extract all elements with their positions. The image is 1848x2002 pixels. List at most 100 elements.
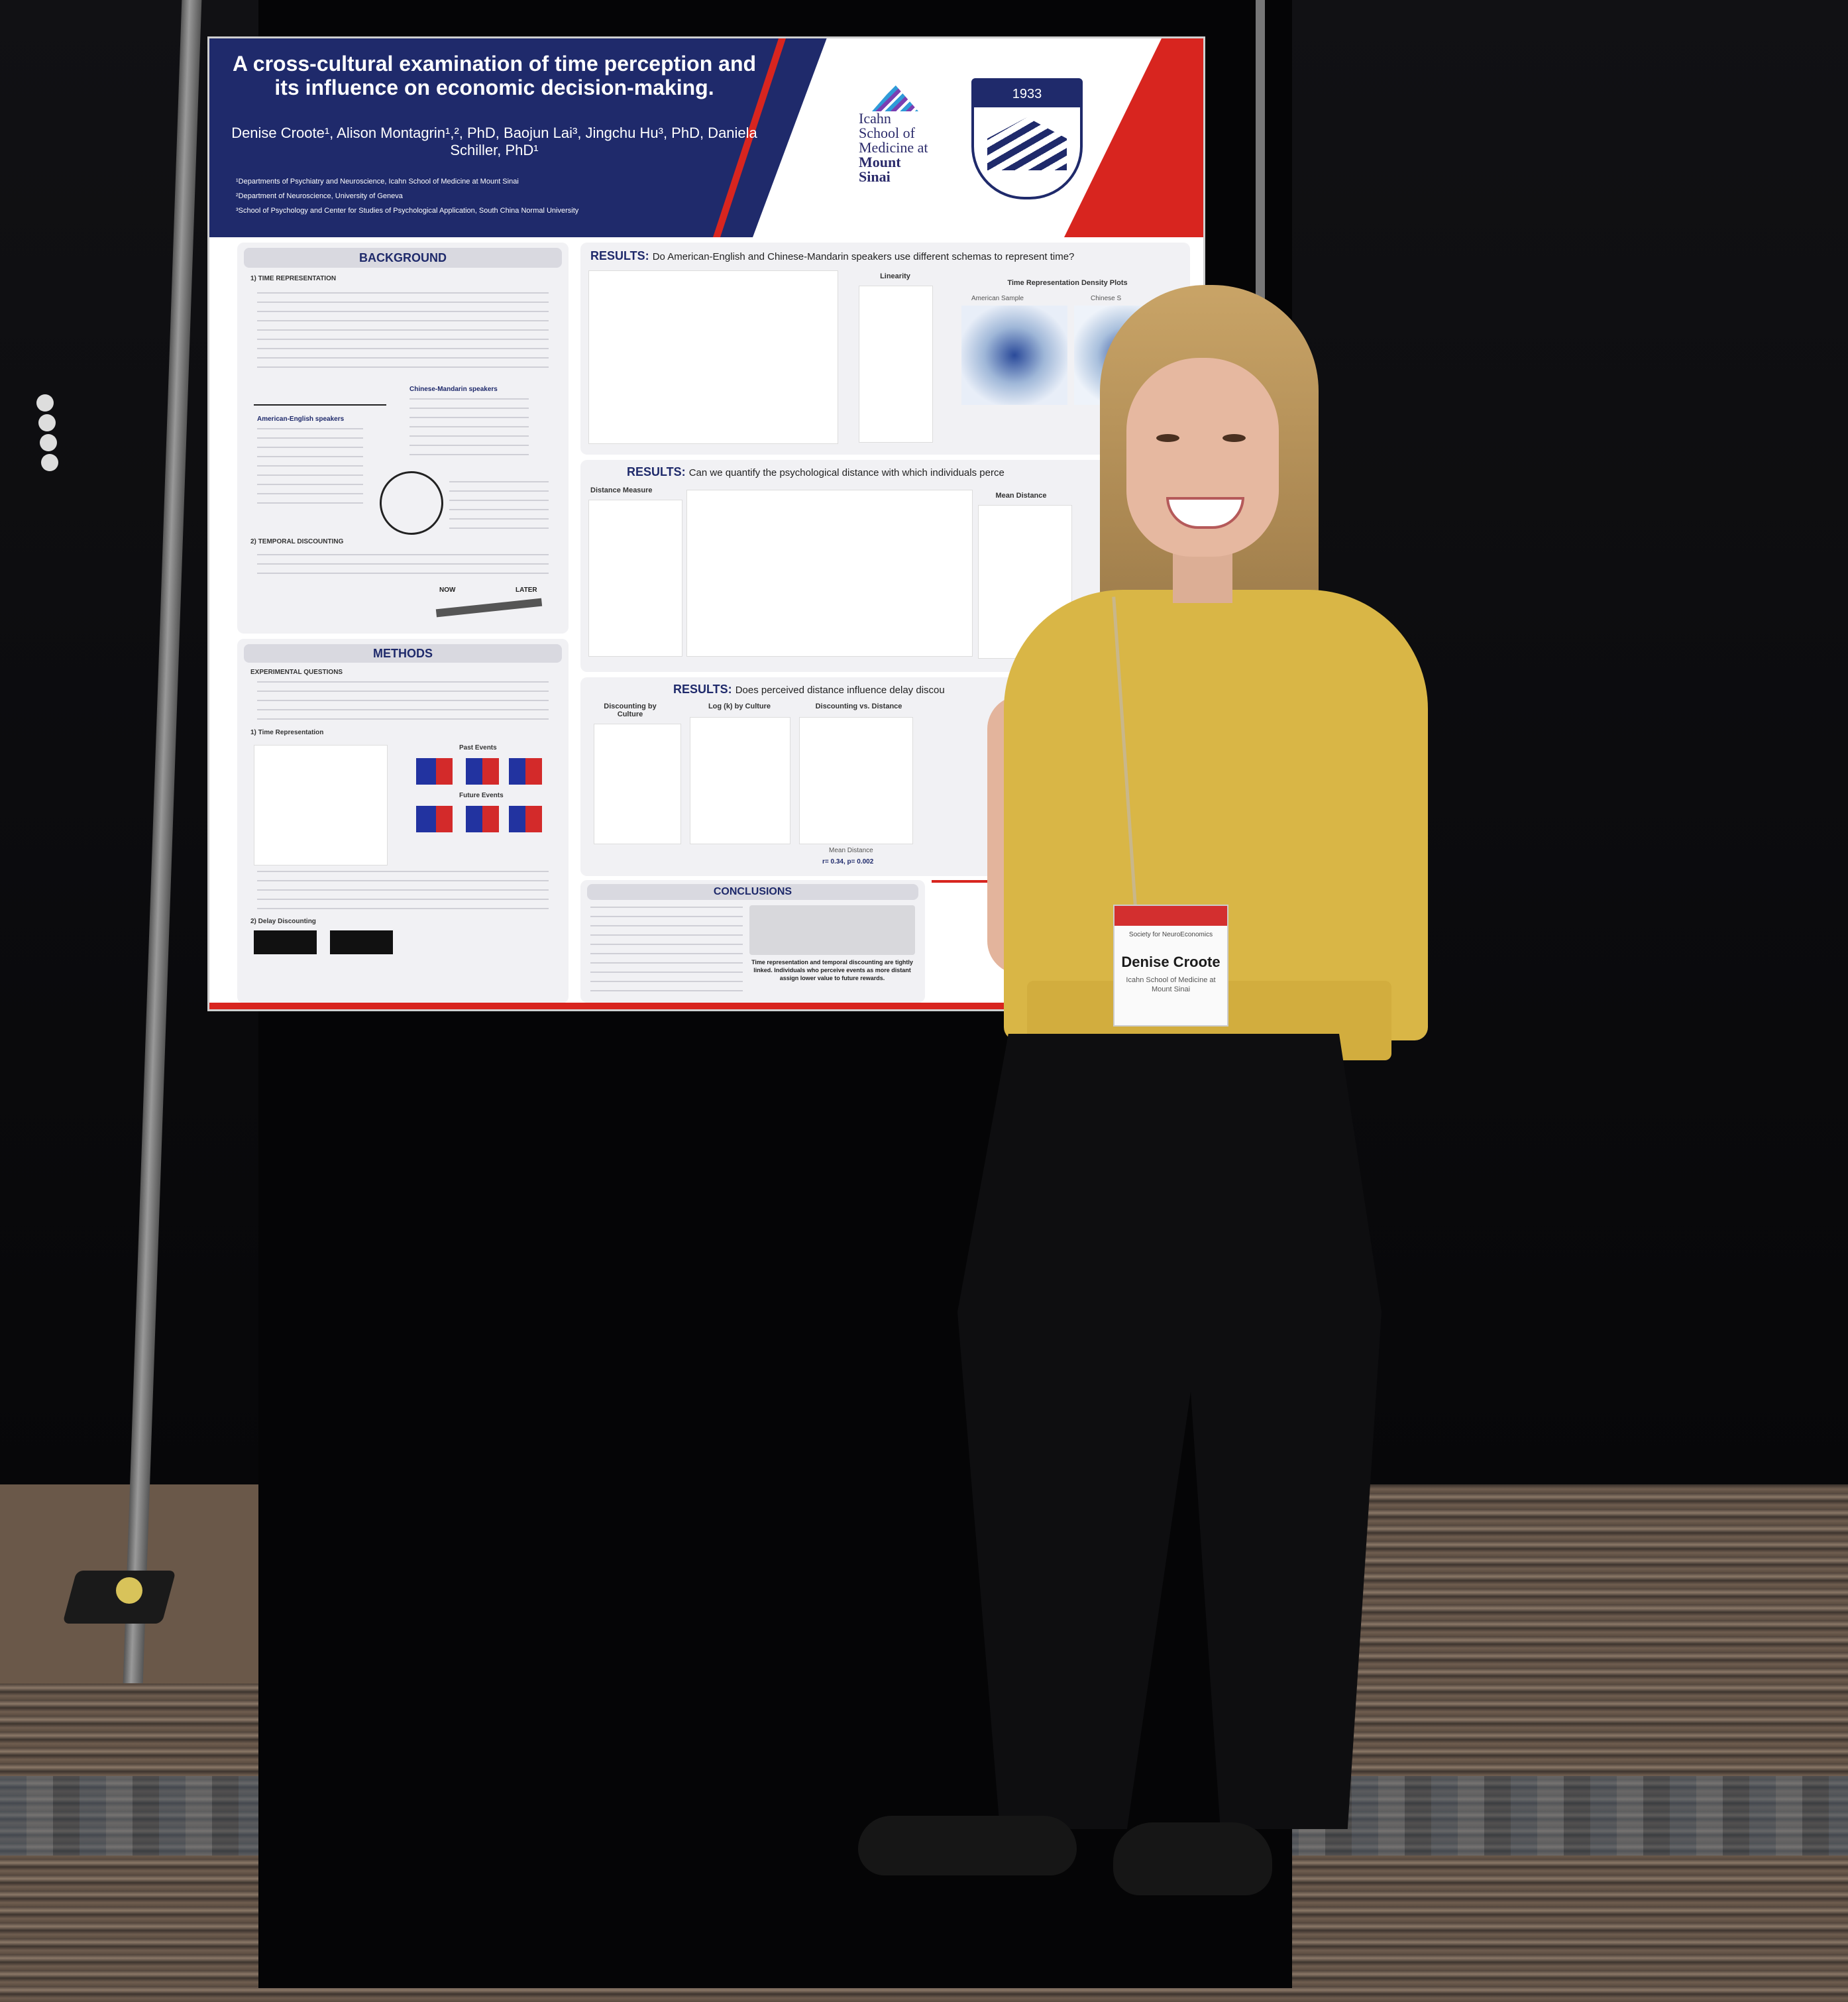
background-title: BACKGROUND xyxy=(359,251,447,264)
linearity-plot xyxy=(859,286,933,443)
body-text-block xyxy=(257,428,363,508)
badge-name: Denise Croote xyxy=(1121,954,1221,970)
body-text-block xyxy=(449,481,549,534)
panel-header: CONCLUSIONS xyxy=(587,884,918,900)
bar-chart-bar xyxy=(466,806,482,832)
poster-title: A cross-cultural examination of time per… xyxy=(232,52,757,99)
correlation-stat: r= 0.34, p= 0.002 xyxy=(822,858,874,865)
later-label: LATER xyxy=(516,586,537,594)
section-heading: 1) Time Representation xyxy=(250,729,324,736)
poster-authors: Denise Croote¹, Alison Montagrin¹,², PhD… xyxy=(231,125,757,158)
american-speakers-label: American-English speakers xyxy=(257,416,345,423)
circular-time-icon xyxy=(380,471,443,535)
section-heading: EXPERIMENTAL QUESTIONS xyxy=(250,669,343,676)
bar-chart-bar xyxy=(525,806,542,832)
hanging-ball xyxy=(41,454,58,471)
logo-text: Medicine at xyxy=(859,139,928,156)
affiliation-line: ³School of Psychology and Center for Stu… xyxy=(236,207,579,215)
bar-chart-bar xyxy=(525,758,542,785)
now-label: NOW xyxy=(439,586,456,594)
discounting-culture-plot xyxy=(594,724,681,844)
person-left-shoe xyxy=(858,1816,1077,1875)
chinese-sample-label: Chinese S xyxy=(1091,295,1122,302)
body-text-block xyxy=(257,554,549,581)
american-sample-label: American Sample xyxy=(971,295,1024,302)
section-heading: 1) TIME REPRESENTATION xyxy=(250,275,337,282)
methods-title: METHODS xyxy=(373,647,433,660)
event-placement-plots xyxy=(686,490,973,657)
body-text-block xyxy=(257,871,549,911)
body-text-block xyxy=(257,681,549,721)
discounting-distance-plot xyxy=(799,717,913,844)
results-question: Do American-English and Chinese-Mandarin… xyxy=(652,251,1075,262)
body-text-block xyxy=(590,907,743,999)
density-label: Time Representation Density Plots xyxy=(1007,279,1128,287)
person-eye xyxy=(1223,434,1246,442)
results-heading: RESULTS: Can we quantify the psychologic… xyxy=(627,465,1005,479)
world-map-figure xyxy=(749,905,915,955)
mount-sinai-logo: Icahn School of Medicine at Mount Sinai xyxy=(859,111,958,184)
results-question: Does perceived distance influence delay … xyxy=(735,685,945,696)
body-text-block xyxy=(409,398,529,458)
body-text-block xyxy=(257,292,549,372)
results-panel-2: RESULTS: Can we quantify the psychologic… xyxy=(580,460,1190,672)
distance-diagram xyxy=(588,500,682,657)
logk-culture-plot xyxy=(690,717,790,844)
crest-year: 1933 xyxy=(974,81,1080,107)
past-events-label: Past Events xyxy=(459,744,497,751)
chinese-speakers-label: Chinese-Mandarin speakers xyxy=(409,386,498,393)
results-heading: RESULTS: Does perceived distance influen… xyxy=(673,683,945,696)
affiliation-line: ²Department of Neuroscience, University … xyxy=(236,192,403,200)
conclusions-title: CONCLUSIONS xyxy=(713,886,792,897)
discounting-distance-label: Discounting vs. Distance xyxy=(815,702,902,710)
mean-distance-label: Mean Distance xyxy=(995,492,1047,500)
density-plot-american xyxy=(961,306,1067,405)
results-heading: RESULTS: Do American-English and Chinese… xyxy=(590,249,1074,263)
affiliation-line: ¹Departments of Psychiatry and Neuroscie… xyxy=(236,178,519,186)
crest-chevron-icon xyxy=(987,117,1067,170)
name-badge: Society for NeuroEconomics Denise Croote… xyxy=(1113,905,1228,1027)
poster-footer-stripe xyxy=(209,1003,1203,1009)
bar-chart-bar xyxy=(482,758,499,785)
results-label: RESULTS: xyxy=(590,249,649,262)
results-panel-1: RESULTS: Do American-English and Chinese… xyxy=(580,243,1190,455)
person-right-shoe xyxy=(1113,1822,1272,1895)
badge-red-header xyxy=(1114,906,1227,926)
scale-icon xyxy=(435,598,543,618)
choice-card xyxy=(254,930,317,954)
logk-culture-label: Log (k) by Culture xyxy=(708,702,771,710)
panel-header: METHODS xyxy=(244,644,562,663)
background-panel: BACKGROUND 1) TIME REPRESENTATION Chines… xyxy=(237,243,569,634)
results-label: RESULTS: xyxy=(673,683,732,696)
poster-affiliations: ¹Departments of Psychiatry and Neuroscie… xyxy=(236,174,766,218)
discounting-culture-label: Discounting by Culture xyxy=(604,702,657,718)
future-events-label: Future Events xyxy=(459,792,504,799)
logo-text: Icahn xyxy=(859,110,891,127)
conclusions-panel: CONCLUSIONS Time representation and temp… xyxy=(580,880,925,1003)
hanging-ball xyxy=(36,394,54,412)
logo-text: Mount xyxy=(859,154,901,170)
bar-chart-bar xyxy=(416,758,436,785)
bar-chart-bar xyxy=(436,758,453,785)
timeline-diagram xyxy=(254,382,386,406)
conclusion-summary: Time representation and temporal discoun… xyxy=(751,959,913,981)
linearity-label: Linearity xyxy=(880,272,910,280)
bar-chart-bar xyxy=(466,758,482,785)
mean-distance-axis-label: Mean Distance xyxy=(829,847,873,854)
results-label: RESULTS: xyxy=(627,465,686,478)
scatter-figure xyxy=(588,270,838,444)
poster-header: A cross-cultural examination of time per… xyxy=(209,38,1203,237)
tape-roll xyxy=(116,1577,142,1604)
logo-text: Sinai xyxy=(859,168,891,185)
hanging-ball xyxy=(40,434,57,451)
bar-chart-bar xyxy=(509,758,525,785)
logo-text: School of xyxy=(859,125,915,141)
person-eye xyxy=(1156,434,1179,442)
results-question: Can we quantify the psychological distan… xyxy=(688,467,1005,478)
bar-chart-bar xyxy=(509,806,525,832)
bar-chart-bar xyxy=(436,806,453,832)
choice-card xyxy=(330,930,393,954)
bar-chart-bar xyxy=(416,806,436,832)
panel-header: BACKGROUND xyxy=(244,248,562,268)
bar-chart-bar xyxy=(482,806,499,832)
